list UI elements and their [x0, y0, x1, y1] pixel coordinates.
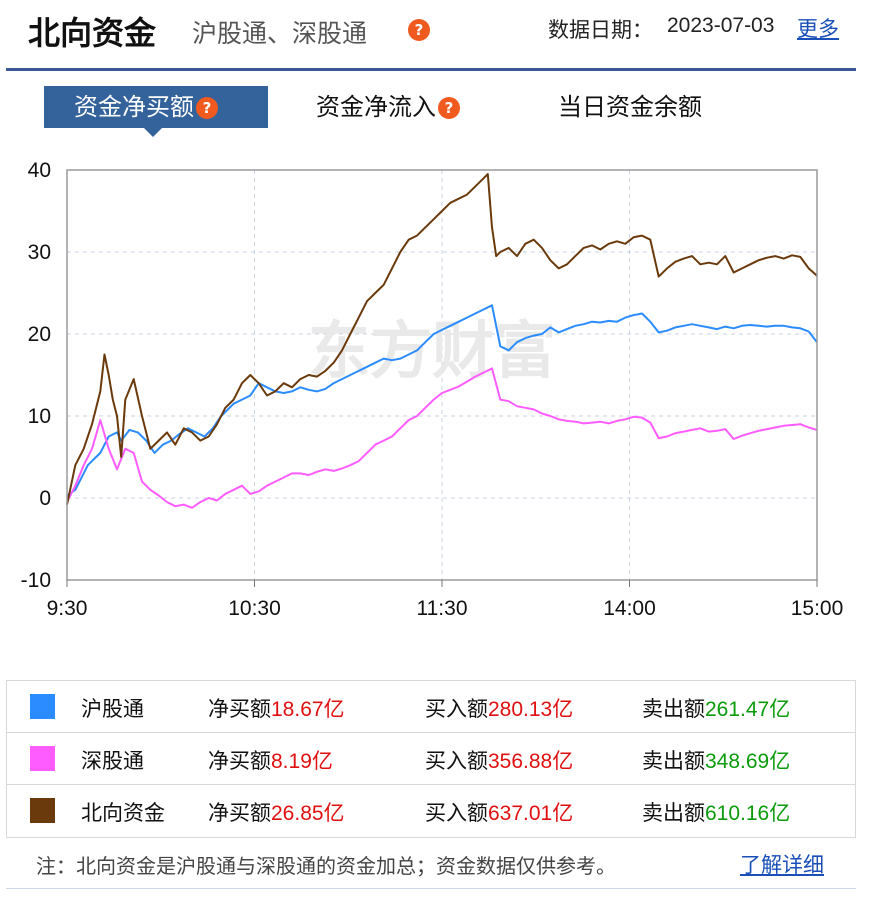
y-tick-label: 10 — [28, 405, 51, 428]
net-label: 净买额 — [208, 749, 271, 773]
page-subtitle: 沪股通、深股通 — [192, 19, 368, 48]
tab-label: 当日资金余额 — [558, 93, 702, 121]
buy-cell: 买入额356.88亿 — [425, 745, 573, 775]
net-buy-chart: 东方财富 -10 0 10 20 30 40 9:30 10:30 11:30 14:00 15:0… — [21, 159, 844, 620]
chart-grid — [67, 170, 817, 580]
tab-label: 资金净买额 — [74, 93, 194, 121]
row-name: 沪股通 — [81, 697, 144, 721]
footnote: 注：北向资金是沪股通与深股通的资金加总；资金数据仅供参考。 — [36, 854, 616, 878]
sell-cell: 卖出额261.47亿 — [642, 693, 790, 723]
net-value: 26.85亿 — [271, 802, 345, 825]
help-icon[interactable]: ? — [408, 19, 430, 41]
footer-divider — [6, 888, 856, 889]
tab-bar: 资金净买额? 资金净流入? 当日资金余额 — [0, 86, 882, 138]
sell-value: 610.16亿 — [705, 802, 791, 825]
y-tick-label: 0 — [39, 487, 51, 510]
legend-swatch — [30, 746, 55, 771]
sell-label: 卖出额 — [642, 801, 705, 825]
x-tick-label: 9:30 — [47, 597, 88, 620]
summary-row-sz: 深股通 净买额8.19亿 买入额356.88亿 卖出额348.69亿 — [7, 733, 855, 785]
tab-net-inflow[interactable]: 资金净流入? — [316, 86, 460, 128]
buy-value: 280.13亿 — [488, 698, 574, 721]
summary-row-sh: 沪股通 净买额18.67亿 买入额280.13亿 卖出额261.47亿 — [7, 681, 855, 733]
y-tick-label: 20 — [28, 323, 51, 346]
net-buy-cell: 净买额18.67亿 — [208, 693, 345, 723]
x-tick-label: 11:30 — [417, 597, 468, 620]
buy-value: 356.88亿 — [488, 750, 574, 773]
help-icon[interactable]: ? — [196, 97, 218, 119]
buy-value: 637.01亿 — [488, 802, 574, 825]
sell-cell: 卖出额348.69亿 — [642, 745, 790, 775]
buy-cell: 买入额637.01亿 — [425, 797, 573, 827]
sell-value: 261.47亿 — [705, 698, 791, 721]
help-icon[interactable]: ? — [438, 97, 460, 119]
buy-label: 买入额 — [425, 801, 488, 825]
net-buy-cell: 净买额26.85亿 — [208, 797, 345, 827]
net-label: 净买额 — [208, 697, 271, 721]
tab-balance[interactable]: 当日资金余额 — [558, 86, 702, 128]
net-label: 净买额 — [208, 801, 271, 825]
chart-axes: -10 0 10 20 30 40 9:30 10:30 11:30 14:00 15:00 — [21, 159, 844, 620]
row-name: 北向资金 — [81, 801, 165, 825]
sell-label: 卖出额 — [642, 697, 705, 721]
date-value: 2023-07-03 — [667, 14, 775, 37]
sell-value: 348.69亿 — [705, 750, 791, 773]
y-tick-label: -10 — [21, 569, 51, 592]
watermark-logo: 东方财富 — [308, 314, 556, 387]
sell-label: 卖出额 — [642, 749, 705, 773]
x-tick-label: 15:00 — [791, 597, 844, 620]
tab-label: 资金净流入 — [316, 93, 436, 121]
detail-link[interactable]: 了解详细 — [740, 853, 824, 877]
series-line-沪股通 — [66, 304, 818, 497]
summary-row-north: 北向资金 净买额26.85亿 买入额637.01亿 卖出额610.16亿 — [7, 785, 855, 837]
legend-swatch — [30, 798, 55, 823]
tab-net-buy[interactable]: 资金净买额? — [44, 86, 268, 137]
summary-table: 沪股通 净买额18.67亿 买入额280.13亿 卖出额261.47亿 深股通 … — [6, 680, 856, 838]
active-tab-caret — [144, 128, 162, 137]
y-tick-label: 30 — [28, 241, 51, 264]
legend-swatch — [30, 694, 55, 719]
net-buy-cell: 净买额8.19亿 — [208, 745, 333, 775]
series-line-深股通 — [66, 367, 818, 509]
buy-label: 买入额 — [425, 697, 488, 721]
buy-cell: 买入额280.13亿 — [425, 693, 573, 723]
net-value: 18.67亿 — [271, 698, 345, 721]
row-name: 深股通 — [81, 749, 144, 773]
sell-cell: 卖出额610.16亿 — [642, 797, 790, 827]
x-tick-label: 10:30 — [228, 597, 281, 620]
x-tick-label: 14:00 — [603, 597, 656, 620]
page-title: 北向资金 — [28, 14, 157, 52]
net-value: 8.19亿 — [271, 750, 333, 773]
series-line-北向资金 — [66, 173, 818, 505]
date-label: 数据日期： — [548, 18, 653, 42]
more-link[interactable]: 更多 — [797, 17, 839, 41]
buy-label: 买入额 — [425, 749, 488, 773]
header: 北向资金 沪股通、深股通 ? 数据日期： 2023-07-03 更多 — [0, 0, 882, 72]
y-tick-label: 40 — [28, 159, 51, 182]
header-divider — [6, 68, 856, 71]
chart-series — [66, 173, 818, 509]
